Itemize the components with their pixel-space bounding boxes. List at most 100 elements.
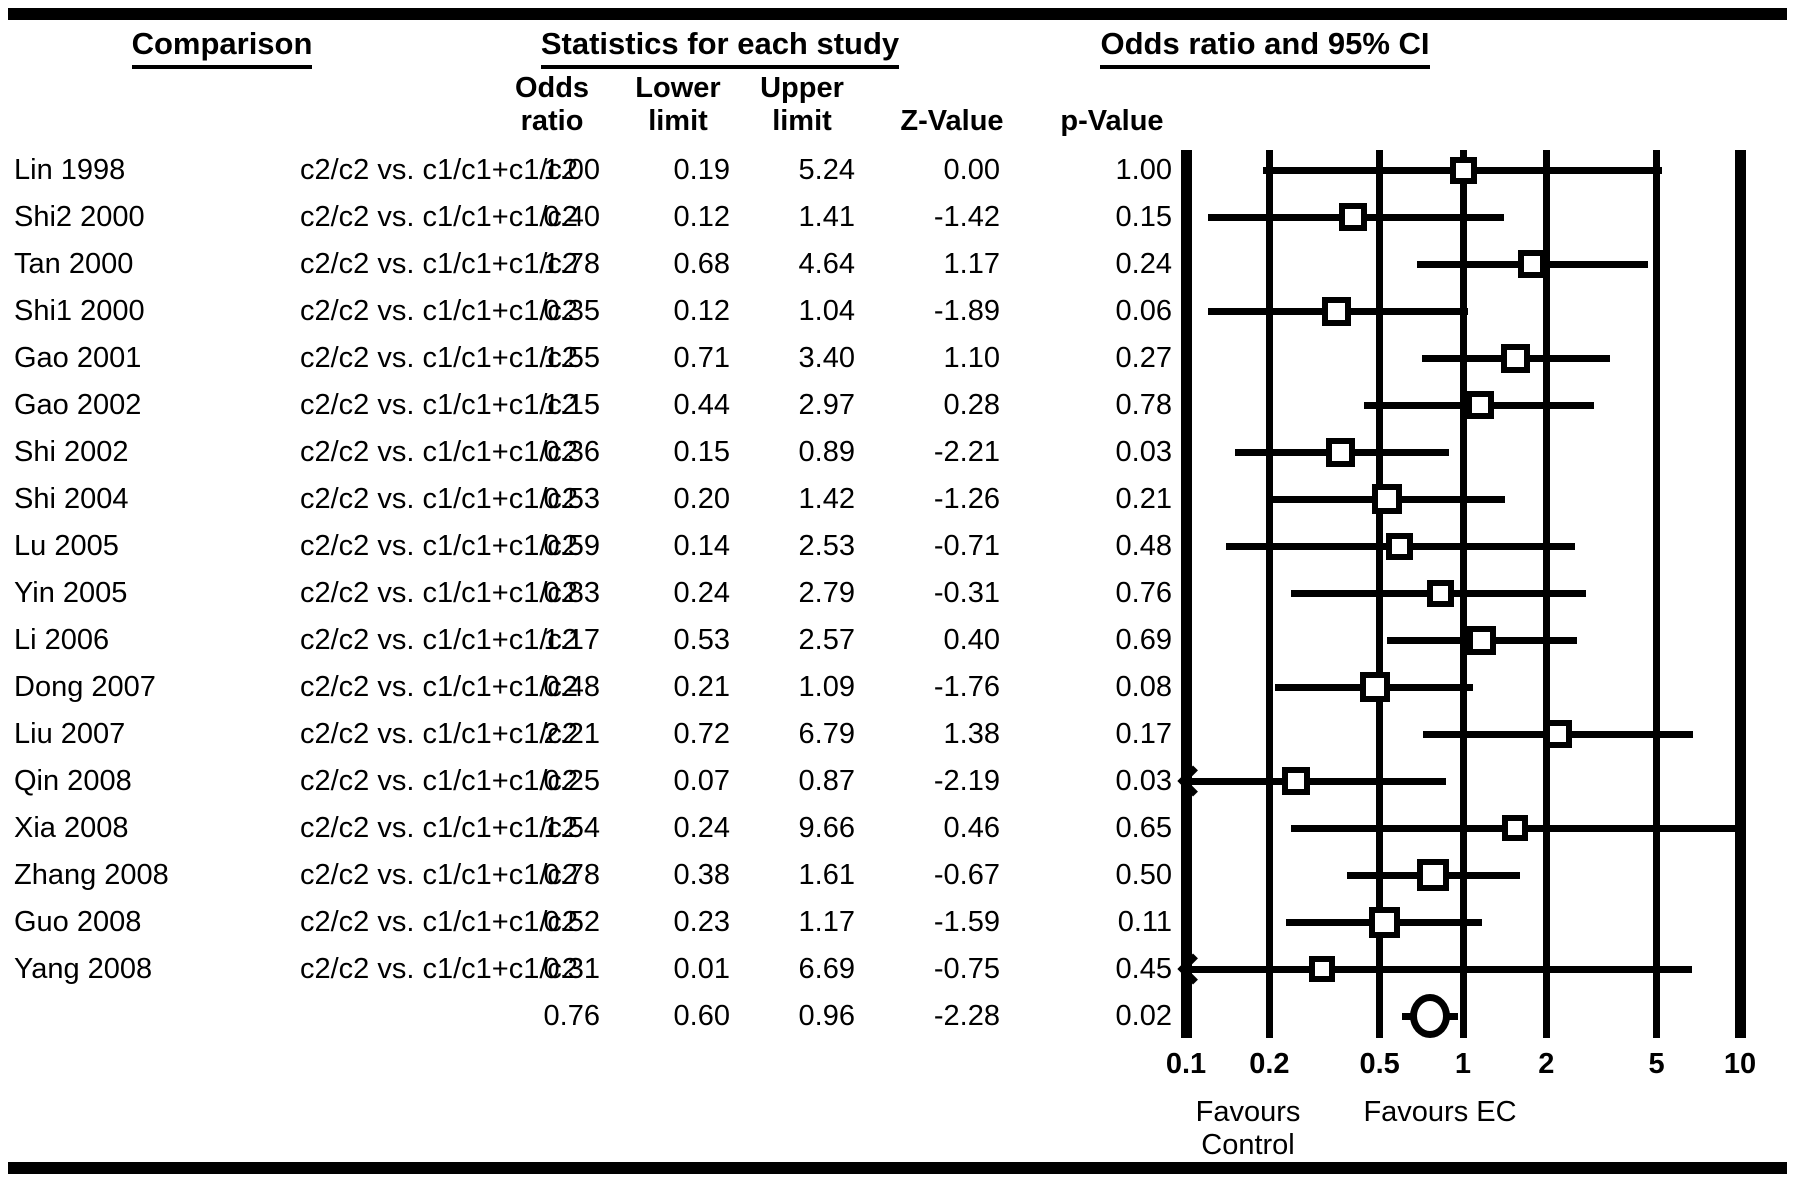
or-value: 2.21 <box>543 717 600 750</box>
comparison-text: c2/c2 vs. c1/c1+c1/c2 <box>300 482 579 515</box>
upper-value: 2.97 <box>798 388 855 421</box>
lower-value: 0.15 <box>673 435 730 468</box>
upper-value: 0.96 <box>798 999 855 1032</box>
study-label: Zhang 2008 <box>14 858 169 891</box>
table-row: Xia 2008 c2/c2 vs. c1/c1+c1/c2 1.54 0.24 9.6… <box>0 805 1795 852</box>
upper-value: 0.89 <box>798 435 855 468</box>
comparison-text: c2/c2 vs. c1/c1+c1/c2 <box>300 623 579 656</box>
p-value: 0.02 <box>1115 999 1172 1032</box>
z-value: 0.46 <box>943 811 1000 844</box>
study-label: Lu 2005 <box>14 529 119 562</box>
statistics-section-title: Statistics for each study <box>520 26 920 69</box>
p-value: 0.48 <box>1115 529 1172 562</box>
table-row: Lin 1998 c2/c2 vs. c1/c1+c1/c2 1.00 0.19 5.2… <box>0 147 1795 194</box>
tick-label: 0.1 <box>1165 1048 1207 1080</box>
z-value: 1.17 <box>943 247 1000 280</box>
p-value: 0.06 <box>1115 294 1172 327</box>
column-header-line: Upper <box>760 72 844 104</box>
study-label: Liu 2007 <box>14 717 126 750</box>
table-row: Liu 2007 c2/c2 vs. c1/c1+c1/c2 2.21 0.72 6.7… <box>0 711 1795 758</box>
table-row: Shi1 2000 c2/c2 vs. c1/c1+c1/c2 0.35 0.12 1.… <box>0 288 1795 335</box>
top-border-rule <box>8 8 1787 20</box>
comparison-text: c2/c2 vs. c1/c1+c1/c2 <box>300 529 579 562</box>
table-row: Shi 2002 c2/c2 vs. c1/c1+c1/c2 0.36 0.15 0.8… <box>0 429 1795 476</box>
z-value: 1.10 <box>943 341 1000 374</box>
or-value: 0.35 <box>543 294 600 327</box>
column-header-lower-limit: Lower limit <box>608 72 748 138</box>
comparison-text: c2/c2 vs. c1/c1+c1/c2 <box>300 811 579 844</box>
table-row: Gao 2002 c2/c2 vs. c1/c1+c1/c2 1.15 0.44 2.9… <box>0 382 1795 429</box>
p-value: 0.50 <box>1115 858 1172 891</box>
study-label: Guo 2008 <box>14 905 142 938</box>
or-square-marker <box>1368 906 1400 938</box>
study-label: Shi2 2000 <box>14 200 145 233</box>
comparison-text: c2/c2 vs. c1/c1+c1/c2 <box>300 153 579 186</box>
upper-value: 1.42 <box>798 482 855 515</box>
comparison-text: c2/c2 vs. c1/c1+c1/c2 <box>300 717 579 750</box>
or-square-marker <box>1544 720 1573 748</box>
p-value: 0.17 <box>1115 717 1172 750</box>
or-value: 0.76 <box>543 999 600 1032</box>
plot-section-title: Odds ratio and 95% CI <box>1065 26 1465 69</box>
table-row: Guo 2008 c2/c2 vs. c1/c1+c1/c2 0.52 0.23 1.1… <box>0 899 1795 946</box>
study-label: Xia 2008 <box>14 811 129 844</box>
lower-value: 0.38 <box>673 858 730 891</box>
lower-value: 0.20 <box>673 482 730 515</box>
or-value: 1.55 <box>543 341 600 374</box>
lower-value: 0.68 <box>673 247 730 280</box>
or-square-marker <box>1309 956 1336 982</box>
or-square-marker <box>1501 343 1531 373</box>
column-header-line: ratio <box>520 105 584 137</box>
z-value: 1.38 <box>943 717 1000 750</box>
or-square-marker <box>1501 815 1528 841</box>
study-label: Yin 2005 <box>14 576 128 609</box>
study-label: Gao 2002 <box>14 388 142 421</box>
z-value: -1.26 <box>933 482 1000 515</box>
p-value: 0.78 <box>1115 388 1172 421</box>
lower-value: 0.72 <box>673 717 730 750</box>
or-value: 0.48 <box>543 670 600 703</box>
study-label <box>14 993 290 1040</box>
study-label: Shi 2002 <box>14 435 129 468</box>
column-header-line: Odds <box>514 72 590 104</box>
p-value: 0.15 <box>1115 200 1172 233</box>
table-row: Tan 2000 c2/c2 vs. c1/c1+c1/c2 1.78 0.68 4.6… <box>0 241 1795 288</box>
lower-value: 0.24 <box>673 576 730 609</box>
or-square-marker <box>1322 296 1352 326</box>
or-square-marker <box>1282 767 1311 795</box>
lower-value: 0.71 <box>673 341 730 374</box>
comparison-text: c2/c2 vs. c1/c1+c1/c2 <box>300 341 579 374</box>
p-value: 0.76 <box>1115 576 1172 609</box>
comparison-title-text: Comparison <box>131 26 313 69</box>
study-label: Lin 1998 <box>14 153 126 186</box>
or-value: 0.25 <box>543 764 600 797</box>
p-value: 0.24 <box>1115 247 1172 280</box>
comparison-text: c2/c2 vs. c1/c1+c1/c2 <box>300 294 579 327</box>
column-header-p-value: p-Value <box>1060 105 1164 137</box>
lower-value: 0.24 <box>673 811 730 844</box>
z-value: -0.31 <box>933 576 1000 609</box>
comparison-text: c2/c2 vs. c1/c1+c1/c2 <box>300 435 579 468</box>
or-square-marker <box>1325 437 1355 467</box>
or-square-marker <box>1338 203 1367 231</box>
p-value: 0.03 <box>1115 764 1172 797</box>
or-value: 0.36 <box>543 435 600 468</box>
p-value: 0.11 <box>1117 905 1172 938</box>
upper-value: 2.57 <box>798 623 855 656</box>
z-value: -1.76 <box>933 670 1000 703</box>
bottom-border-rule <box>8 1162 1787 1174</box>
tick-label: 1 <box>1454 1048 1472 1080</box>
or-value: 1.78 <box>543 247 600 280</box>
column-header-line: limit <box>648 105 708 137</box>
summary-circle-marker <box>1409 994 1450 1038</box>
table-row: Dong 2007 c2/c2 vs. c1/c1+c1/c2 0.48 0.21 1.… <box>0 664 1795 711</box>
statistics-title-text: Statistics for each study <box>540 26 900 69</box>
upper-value: 2.79 <box>798 576 855 609</box>
comparison-text: c2/c2 vs. c1/c1+c1/c2 <box>300 905 579 938</box>
comparison-text: c2/c2 vs. c1/c1+c1/c2 <box>300 670 579 703</box>
p-value: 0.69 <box>1115 623 1172 656</box>
upper-value: 1.04 <box>798 294 855 327</box>
z-value: -0.67 <box>933 858 1000 891</box>
or-square-marker <box>1467 625 1497 655</box>
